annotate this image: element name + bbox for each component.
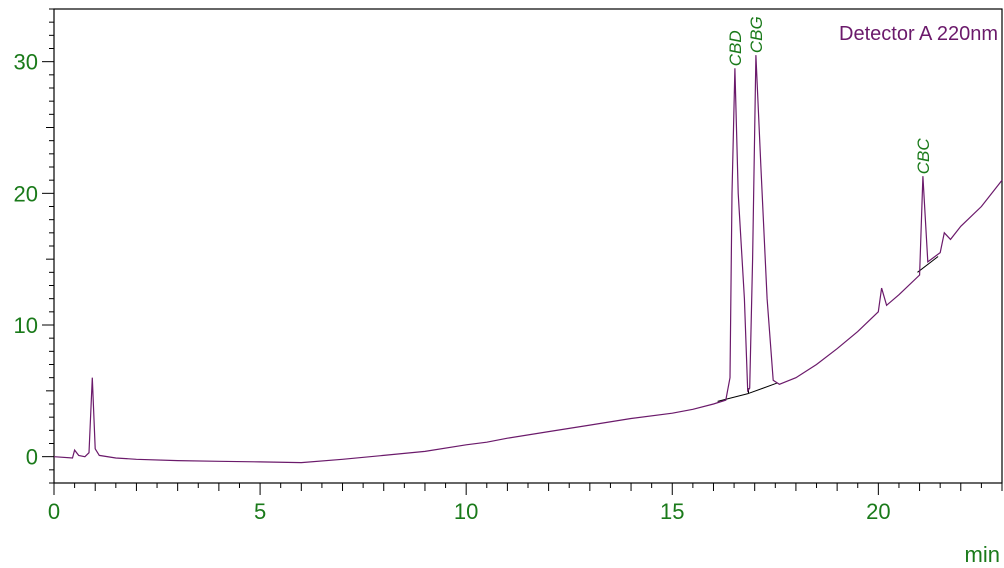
x-axis-unit-label: min <box>965 542 1000 567</box>
y-tick-label: 10 <box>14 313 38 338</box>
x-tick-label: 10 <box>454 499 478 524</box>
x-tick-label: 15 <box>660 499 684 524</box>
y-tick-label: 20 <box>14 181 38 206</box>
peak-label-cbg: CBG <box>747 16 766 53</box>
detector-trace <box>53 55 1003 464</box>
y-tick-label: 0 <box>26 445 38 470</box>
peak-baselines <box>717 256 939 402</box>
plot-frame <box>53 8 1003 484</box>
peak-label-cbd: CBD <box>726 30 745 66</box>
legend-detector-label: Detector A 220nm <box>839 23 998 45</box>
CBC-baseline <box>917 256 939 273</box>
axis-tick-labels: 0 5 10 15 20 0 10 20 30 <box>14 50 891 524</box>
CBD-baseline <box>717 392 749 402</box>
peak-label-cbc: CBC <box>914 138 933 175</box>
x-tick-label: 0 <box>48 499 60 524</box>
axis-ticks <box>42 8 1003 495</box>
x-tick-label: 5 <box>254 499 266 524</box>
x-tick-label: 20 <box>866 499 890 524</box>
y-tick-label: 30 <box>14 50 38 75</box>
CBG-baseline <box>748 382 778 394</box>
peak-labels: CBD CBG CBC <box>726 16 933 174</box>
